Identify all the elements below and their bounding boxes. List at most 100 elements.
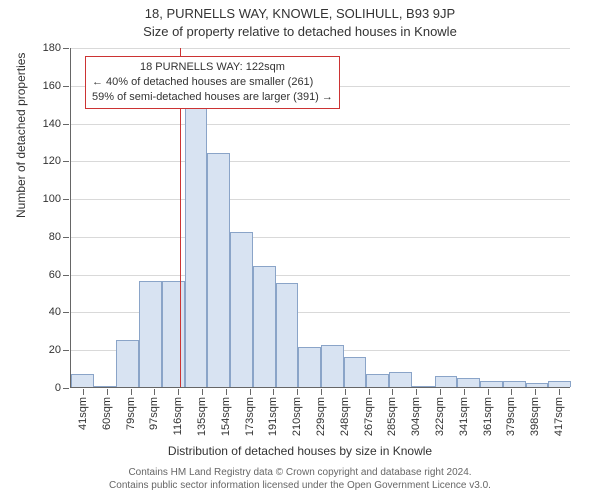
x-tick-label: 79sqm — [125, 397, 137, 430]
y-tick-label: 80 — [49, 231, 61, 243]
gridline-h — [71, 124, 570, 125]
x-tick — [83, 389, 84, 395]
x-tick-label: 229sqm — [315, 397, 327, 436]
histogram-bar — [457, 378, 480, 387]
histogram-bar — [412, 386, 435, 387]
x-tick — [202, 389, 203, 395]
histogram-bar — [298, 347, 321, 387]
footer-line1: Contains HM Land Registry data © Crown c… — [0, 466, 600, 479]
x-tick-label: 417sqm — [553, 397, 565, 436]
x-tick-label: 135sqm — [196, 397, 208, 436]
x-tick — [226, 389, 227, 395]
gridline-h — [71, 48, 570, 49]
x-tick-label: 267sqm — [363, 397, 375, 436]
x-tick-label: 116sqm — [172, 397, 184, 435]
x-tick — [369, 389, 370, 395]
histogram-bar — [503, 381, 526, 387]
gridline-h — [71, 275, 570, 276]
chart-title-line2: Size of property relative to detached ho… — [0, 24, 600, 39]
x-tick — [416, 389, 417, 395]
x-tick-label: 341sqm — [458, 397, 470, 436]
x-tick — [440, 389, 441, 395]
chart-title-line1: 18, PURNELLS WAY, KNOWLE, SOLIHULL, B93 … — [0, 6, 600, 21]
histogram-bar — [321, 345, 344, 387]
x-tick-label: 361sqm — [482, 397, 494, 436]
histogram-bar — [207, 153, 230, 387]
footer-attribution: Contains HM Land Registry data © Crown c… — [0, 466, 600, 492]
x-tick-label: 173sqm — [244, 397, 256, 436]
y-tick-label: 0 — [55, 382, 61, 394]
x-tick-label: 154sqm — [220, 397, 232, 436]
histogram-bar — [480, 381, 503, 387]
x-tick-label: 191sqm — [267, 397, 279, 436]
x-tick-label: 285sqm — [386, 397, 398, 436]
y-tick — [63, 161, 69, 162]
histogram-bar — [276, 283, 299, 387]
y-tick-label: 40 — [49, 306, 61, 318]
x-tick — [464, 389, 465, 395]
y-axis-label: Number of detached properties — [14, 53, 28, 218]
x-tick — [321, 389, 322, 395]
x-tick — [535, 389, 536, 395]
y-tick — [63, 237, 69, 238]
x-tick — [559, 389, 560, 395]
histogram-bar — [185, 79, 208, 387]
x-tick — [511, 389, 512, 395]
x-tick-label: 60sqm — [101, 397, 113, 430]
x-tick — [345, 389, 346, 395]
gridline-h — [71, 237, 570, 238]
y-tick — [63, 86, 69, 87]
y-tick-label: 20 — [49, 344, 61, 356]
histogram-bar — [366, 374, 389, 387]
x-tick — [392, 389, 393, 395]
y-tick-label: 160 — [43, 80, 61, 92]
gridline-h — [71, 161, 570, 162]
histogram-bar — [230, 232, 253, 387]
x-tick — [107, 389, 108, 395]
histogram-bar — [344, 357, 367, 387]
x-tick — [154, 389, 155, 395]
x-tick-label: 398sqm — [529, 397, 541, 436]
x-tick — [273, 389, 274, 395]
histogram-bar — [548, 381, 571, 387]
histogram-bar — [253, 266, 276, 387]
histogram-bar — [162, 281, 185, 387]
x-tick — [250, 389, 251, 395]
y-tick-label: 120 — [43, 155, 61, 167]
histogram-bar — [94, 386, 117, 387]
histogram-bar — [389, 372, 412, 387]
annotation-line: 18 PURNELLS WAY: 122sqm — [92, 60, 333, 75]
annotation-box: 18 PURNELLS WAY: 122sqm← 40% of detached… — [85, 56, 340, 109]
x-tick-label: 210sqm — [291, 397, 303, 436]
x-tick — [488, 389, 489, 395]
x-tick-label: 379sqm — [505, 397, 517, 436]
y-tick — [63, 48, 69, 49]
histogram-bar — [526, 383, 549, 387]
x-tick-label: 304sqm — [410, 397, 422, 436]
histogram-bar — [139, 281, 162, 387]
gridline-h — [71, 199, 570, 200]
histogram-bar — [71, 374, 94, 387]
x-tick-label: 322sqm — [434, 397, 446, 436]
y-tick — [63, 388, 69, 389]
y-tick — [63, 124, 69, 125]
x-tick-label: 41sqm — [77, 397, 89, 430]
x-tick — [178, 389, 179, 395]
x-axis-label: Distribution of detached houses by size … — [0, 444, 600, 458]
y-tick-label: 140 — [43, 118, 61, 130]
annotation-line: ← 40% of detached houses are smaller (26… — [92, 75, 333, 90]
histogram-bar — [435, 376, 458, 387]
x-tick-label: 248sqm — [339, 397, 351, 436]
y-tick-label: 180 — [43, 42, 61, 54]
y-tick-label: 100 — [43, 193, 61, 205]
y-tick — [63, 350, 69, 351]
chart-container: 18, PURNELLS WAY, KNOWLE, SOLIHULL, B93 … — [0, 0, 600, 500]
y-tick-label: 60 — [49, 269, 61, 281]
x-tick-label: 97sqm — [148, 397, 160, 430]
plot-area: 02040608010012014016018041sqm60sqm79sqm9… — [70, 48, 570, 388]
x-tick — [131, 389, 132, 395]
x-tick — [297, 389, 298, 395]
y-tick — [63, 312, 69, 313]
annotation-line: 59% of semi-detached houses are larger (… — [92, 90, 333, 105]
histogram-bar — [116, 340, 139, 387]
